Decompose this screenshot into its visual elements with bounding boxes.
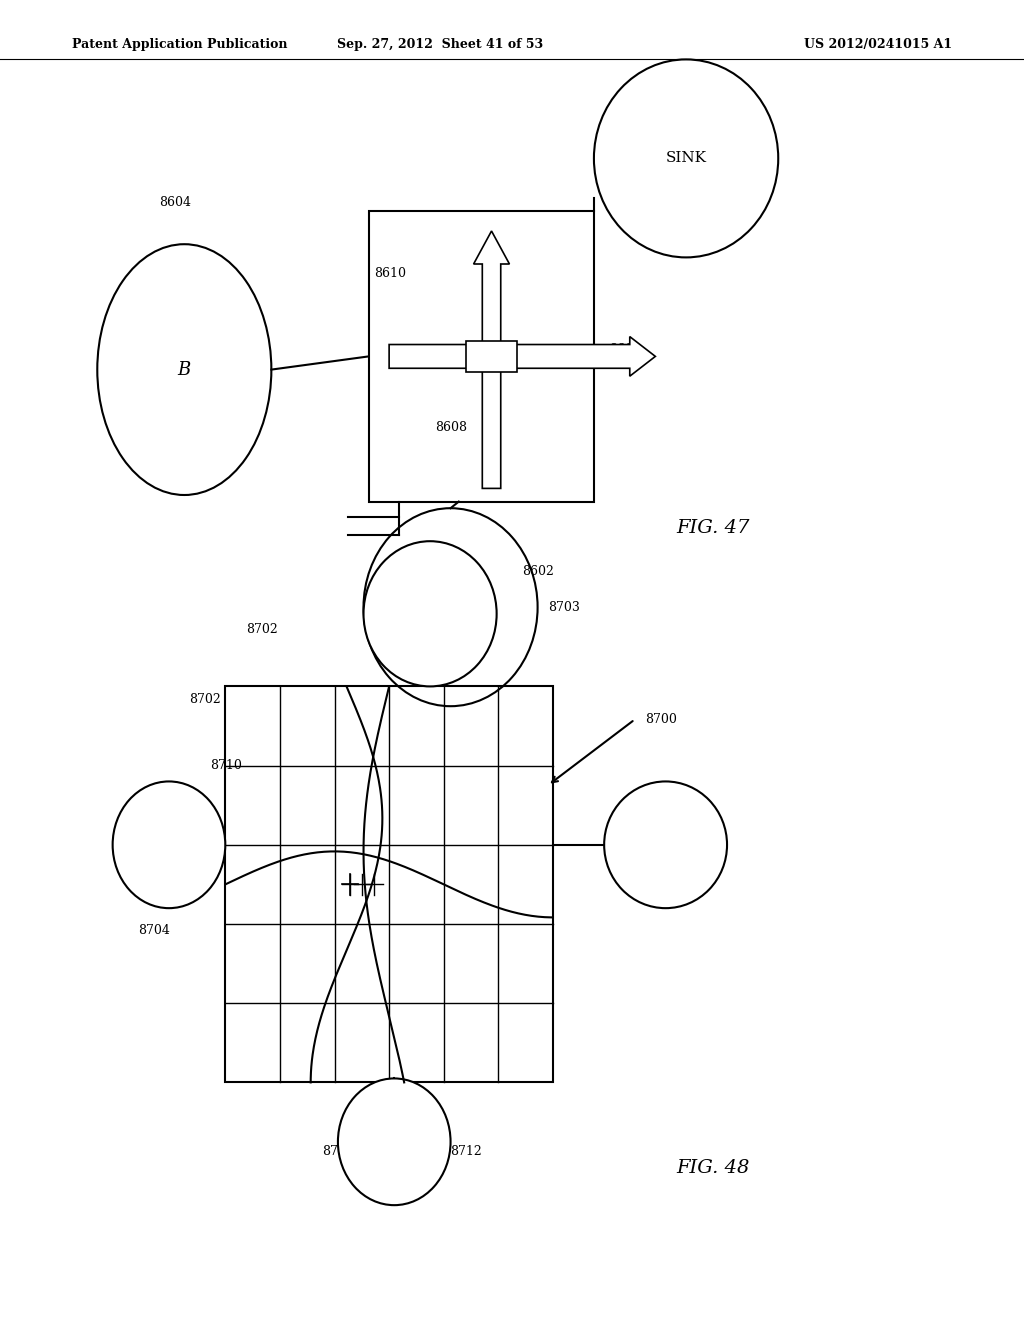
Text: US 2012/0241015 A1: US 2012/0241015 A1 — [804, 38, 952, 51]
Text: A: A — [164, 838, 174, 851]
Text: 8708: 8708 — [358, 1171, 390, 1184]
Text: Patent Application Publication: Patent Application Publication — [72, 38, 287, 51]
FancyArrow shape — [389, 337, 655, 376]
Text: 8714: 8714 — [420, 623, 452, 636]
Text: SINK: SINK — [413, 607, 447, 620]
Text: Sep. 27, 2012  Sheet 41 of 53: Sep. 27, 2012 Sheet 41 of 53 — [337, 38, 544, 51]
Ellipse shape — [604, 781, 727, 908]
Text: FIG. 48: FIG. 48 — [676, 1159, 750, 1177]
Text: 8700: 8700 — [645, 713, 677, 726]
Text: 8702: 8702 — [189, 693, 221, 706]
FancyArrow shape — [473, 231, 510, 488]
Text: SINK: SINK — [666, 152, 707, 165]
Text: SINK: SINK — [648, 838, 683, 851]
Text: 8602: 8602 — [522, 565, 554, 578]
Ellipse shape — [338, 1078, 451, 1205]
Text: 8703: 8703 — [686, 836, 718, 849]
Text: 8600: 8600 — [609, 343, 641, 356]
Text: 8608: 8608 — [435, 421, 467, 434]
Text: 8703: 8703 — [548, 601, 580, 614]
Text: 8704: 8704 — [138, 924, 170, 937]
Text: 8714: 8714 — [323, 1144, 354, 1158]
Text: FIG. 47: FIG. 47 — [676, 519, 750, 537]
Text: 8710: 8710 — [210, 759, 242, 772]
Ellipse shape — [364, 541, 497, 686]
Text: 8712: 8712 — [369, 623, 400, 636]
Text: 8702: 8702 — [246, 623, 278, 636]
Text: 8604: 8604 — [159, 195, 190, 209]
Text: B: B — [178, 360, 190, 379]
Ellipse shape — [113, 781, 225, 908]
Bar — [225, 686, 553, 1082]
Text: 8712: 8712 — [451, 1144, 482, 1158]
Text: 8610: 8610 — [374, 267, 406, 280]
Text: A: A — [444, 598, 457, 616]
Bar — [466, 341, 517, 372]
Text: B: B — [389, 1135, 399, 1148]
